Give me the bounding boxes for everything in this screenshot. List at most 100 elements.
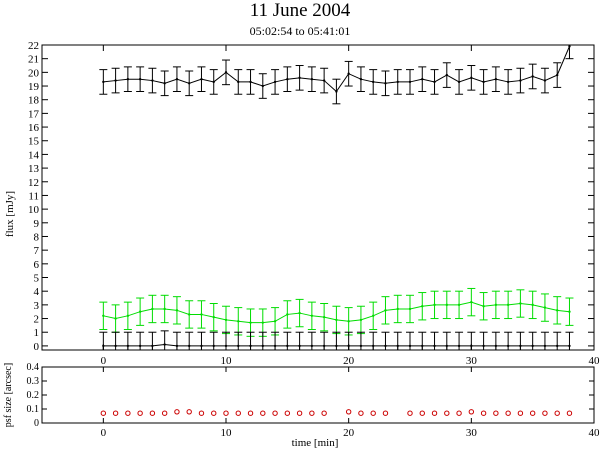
main-y-tick-label: 15 xyxy=(28,136,40,148)
data-point xyxy=(359,318,363,322)
data-point xyxy=(163,343,166,346)
data-point xyxy=(138,77,142,81)
main-y-tick-label: 1 xyxy=(34,327,40,339)
data-point xyxy=(457,344,461,348)
data-point xyxy=(506,303,510,307)
data-point xyxy=(384,309,387,312)
psf-point xyxy=(456,410,462,416)
psf-y-tick-label: 0.4 xyxy=(27,362,40,373)
main-x-tick-label: 40 xyxy=(589,355,600,367)
data-point xyxy=(433,303,436,307)
main-plot-frame xyxy=(41,44,595,351)
data-point xyxy=(470,76,473,80)
psf-y-tick-label: 0 xyxy=(34,418,39,429)
data-point xyxy=(335,344,338,348)
data-point xyxy=(224,71,228,74)
psf-point xyxy=(174,409,180,415)
data-point xyxy=(445,303,448,307)
data-point xyxy=(286,313,289,316)
data-point xyxy=(261,84,264,88)
main-y-tick-label: 7 xyxy=(34,245,40,257)
data-point xyxy=(310,314,314,318)
main-y-axis-label: flux [mJy] xyxy=(4,191,16,237)
data-point xyxy=(237,80,240,84)
data-point xyxy=(188,82,191,85)
psf-point xyxy=(284,410,291,416)
psf-point xyxy=(321,410,327,416)
data-point xyxy=(175,77,179,81)
data-point xyxy=(322,315,326,319)
data-point xyxy=(421,305,424,308)
main-y-tick-label: 20 xyxy=(28,67,40,79)
data-point xyxy=(322,344,326,348)
data-point xyxy=(138,344,142,348)
data-point xyxy=(249,321,252,324)
psf-point xyxy=(554,410,560,416)
main-y-tick-label: 11 xyxy=(28,190,39,202)
data-point xyxy=(310,344,314,348)
data-point xyxy=(163,307,166,311)
main-y-tick-label: 14 xyxy=(28,149,40,161)
psf-point xyxy=(296,410,303,416)
data-point xyxy=(261,321,264,324)
main-y-tick-label: 22 xyxy=(28,40,39,52)
data-point xyxy=(359,77,363,81)
data-point xyxy=(543,79,547,82)
psf-y-tick-label: 0.2 xyxy=(27,390,40,401)
data-point xyxy=(519,344,522,348)
psf-point xyxy=(186,409,192,415)
data-point xyxy=(445,344,448,348)
psf-x-tick-label: 0 xyxy=(101,427,107,439)
data-point xyxy=(322,79,326,82)
psf-y-tick-label: 0.3 xyxy=(27,376,40,387)
data-point xyxy=(519,302,522,305)
psf-point xyxy=(125,410,131,416)
psf-point xyxy=(345,409,352,415)
data-point xyxy=(224,318,228,322)
psf-point xyxy=(444,410,450,416)
psf-point xyxy=(272,410,278,416)
data-point xyxy=(494,77,498,81)
data-point xyxy=(237,320,240,323)
psf-point xyxy=(382,410,389,416)
data-point xyxy=(347,72,350,75)
data-point xyxy=(347,320,350,323)
data-point xyxy=(163,82,166,85)
data-point xyxy=(249,344,252,348)
data-point xyxy=(335,90,338,93)
data-point xyxy=(151,79,154,82)
data-point xyxy=(396,307,399,311)
data-point xyxy=(531,344,534,348)
main-y-tick-label: 6 xyxy=(34,259,40,271)
main-y-tick-label: 9 xyxy=(34,218,40,230)
data-point xyxy=(200,313,203,316)
data-point xyxy=(506,80,510,84)
data-point xyxy=(384,344,387,348)
data-point xyxy=(372,80,375,84)
data-point xyxy=(568,310,571,313)
psf-point xyxy=(529,410,536,416)
psf-point xyxy=(517,410,524,416)
data-point xyxy=(433,344,436,348)
psf-point xyxy=(566,410,573,416)
main-x-tick-label: 0 xyxy=(101,355,107,367)
chart-title: 11 June 2004 xyxy=(249,0,351,21)
data-point xyxy=(286,77,289,81)
main-y-tick-label: 8 xyxy=(34,231,40,243)
psf-point xyxy=(358,410,364,416)
data-point xyxy=(506,344,510,348)
data-point xyxy=(212,315,215,319)
psf-point xyxy=(309,410,315,416)
data-point xyxy=(298,311,301,315)
data-point xyxy=(114,79,117,82)
data-point xyxy=(126,77,130,81)
main-y-tick-label: 16 xyxy=(28,122,40,134)
data-point xyxy=(384,82,387,85)
data-point xyxy=(556,73,559,77)
main-y-tick-label: 12 xyxy=(28,177,39,189)
psf-point xyxy=(419,410,425,416)
data-point xyxy=(224,344,228,348)
main-y-tick-label: 4 xyxy=(34,286,40,298)
psf-x-tick-label: 30 xyxy=(466,427,478,439)
